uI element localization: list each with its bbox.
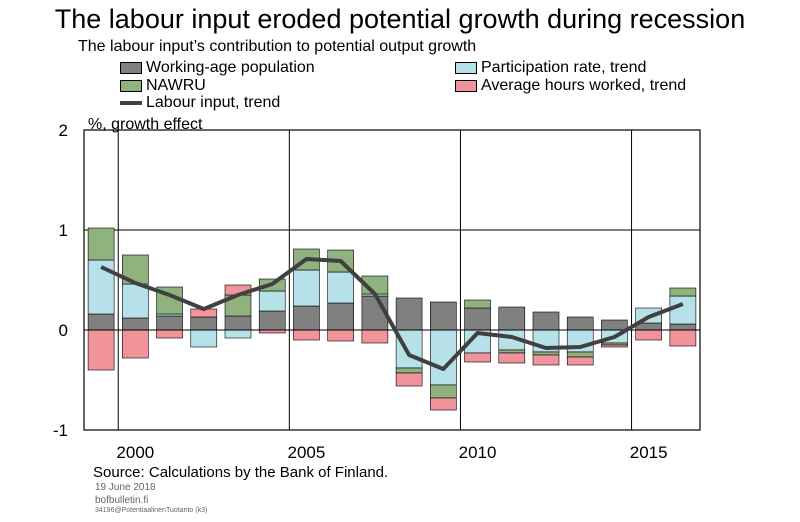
plot-frame — [83, 129, 701, 431]
chart-subtitle: The labour input’s contribution to poten… — [78, 38, 477, 55]
legend-label-participation: Participation rate, trend — [481, 59, 647, 76]
legend-swatch-participation — [455, 62, 477, 74]
x-tick-label-2005: 2005 — [288, 443, 326, 462]
bar-working-age-population-2001 — [156, 315, 183, 331]
bar-average-hours-worked-trend-2016 — [669, 329, 697, 347]
bar-average-hours-worked-trend-2005 — [293, 329, 320, 341]
legend-labour-input: Labour input, trend — [120, 94, 280, 112]
legend-label-labour-input: Labour input, trend — [146, 94, 281, 111]
legend-swatch-average-hours — [455, 80, 477, 92]
footer-site: bofbulletin.fi — [95, 495, 149, 506]
y-tick-label--1: -1 — [53, 421, 68, 440]
legend-nawru: NAWRU — [120, 77, 206, 95]
source-note: Source: Calculations by the Bank of Finl… — [93, 464, 389, 481]
bar-average-hours-worked-trend-2015 — [635, 329, 662, 341]
footer-date: 19 June 2018 — [95, 482, 156, 493]
y-tick-label-1: 1 — [59, 221, 68, 240]
legend-line-labour-input — [120, 101, 142, 105]
bar-working-age-population-1999 — [87, 313, 115, 331]
bar-working-age-population-2014 — [601, 319, 628, 331]
bar-average-hours-worked-trend-2009 — [430, 397, 457, 411]
bar-nawru-1999 — [87, 227, 115, 261]
x-tick-label-2000: 2000 — [116, 443, 154, 462]
bar-working-age-population-2016 — [669, 323, 697, 331]
bar-working-age-population-2002 — [190, 316, 218, 331]
bar-average-hours-worked-trend-2008 — [395, 372, 423, 387]
bar-working-age-population-2003 — [224, 315, 252, 331]
bar-participation-rate-trend-2016 — [669, 295, 697, 325]
bar-average-hours-worked-trend-2011 — [498, 352, 526, 364]
chart-title: The labour input eroded potential growth… — [54, 4, 746, 34]
bar-average-hours-worked-trend-2001 — [156, 329, 183, 339]
legend-swatch-working-age — [120, 62, 142, 74]
bar-participation-rate-trend-2000 — [122, 283, 149, 319]
bar-nawru-2008 — [395, 367, 423, 374]
bar-participation-rate-trend-2003 — [224, 329, 252, 339]
bar-nawru-2013 — [566, 351, 594, 358]
bar-average-hours-worked-trend-1999 — [87, 329, 115, 371]
bar-working-age-population-2006 — [327, 302, 354, 331]
bar-working-age-population-2011 — [498, 306, 526, 331]
x-tick-label-2010: 2010 — [459, 443, 497, 462]
bar-average-hours-worked-trend-2007 — [361, 329, 389, 344]
bar-working-age-population-2009 — [430, 301, 457, 331]
bar-average-hours-worked-trend-2014 — [601, 344, 628, 348]
x-tick-label-2015: 2015 — [630, 443, 668, 462]
bar-average-hours-worked-trend-2006 — [327, 329, 354, 342]
y-tick-label-2: 2 — [59, 121, 68, 140]
bar-average-hours-worked-trend-2010 — [464, 352, 491, 363]
bar-nawru-2011 — [498, 349, 526, 354]
bar-participation-rate-trend-2004 — [258, 290, 286, 312]
bar-average-hours-worked-trend-2013 — [566, 356, 594, 366]
legend-average-hours: Average hours worked, trend — [455, 77, 686, 95]
legend-swatch-nawru — [120, 80, 142, 92]
bar-working-age-population-2012 — [532, 311, 560, 331]
footer-code: 34196@PotentiaalinenTuotanto (k3) — [95, 507, 208, 514]
bar-working-age-population-2000 — [122, 317, 149, 331]
y-tick-label-0: 0 — [59, 321, 68, 340]
bar-working-age-population-2004 — [258, 310, 286, 331]
bar-participation-rate-trend-2006 — [327, 271, 354, 304]
legend-working-age-population: Working-age population — [120, 59, 315, 77]
y-axis-label: %, growth effect — [88, 116, 203, 133]
legend-label-nawru: NAWRU — [146, 77, 206, 94]
legend-label-working-age: Working-age population — [146, 59, 315, 76]
bar-average-hours-worked-trend-2012 — [532, 354, 560, 366]
bar-nawru-2009 — [430, 384, 457, 399]
bar-working-age-population-2010 — [464, 307, 491, 331]
bar-nawru-2010 — [464, 299, 491, 309]
bar-average-hours-worked-trend-2000 — [122, 329, 149, 359]
legend-label-average-hours: Average hours worked, trend — [481, 77, 687, 94]
bar-working-age-population-2005 — [293, 305, 320, 331]
bar-working-age-population-2013 — [566, 316, 594, 331]
bar-participation-rate-trend-2002 — [190, 329, 218, 348]
legend-participation-rate: Participation rate, trend — [455, 59, 646, 77]
bar-working-age-population-2008 — [395, 297, 423, 331]
line-labour-input-trend — [100, 257, 684, 371]
bar-nawru-2016 — [669, 287, 697, 297]
bar-participation-rate-trend-2005 — [293, 269, 320, 307]
bar-nawru-2012 — [532, 351, 560, 356]
